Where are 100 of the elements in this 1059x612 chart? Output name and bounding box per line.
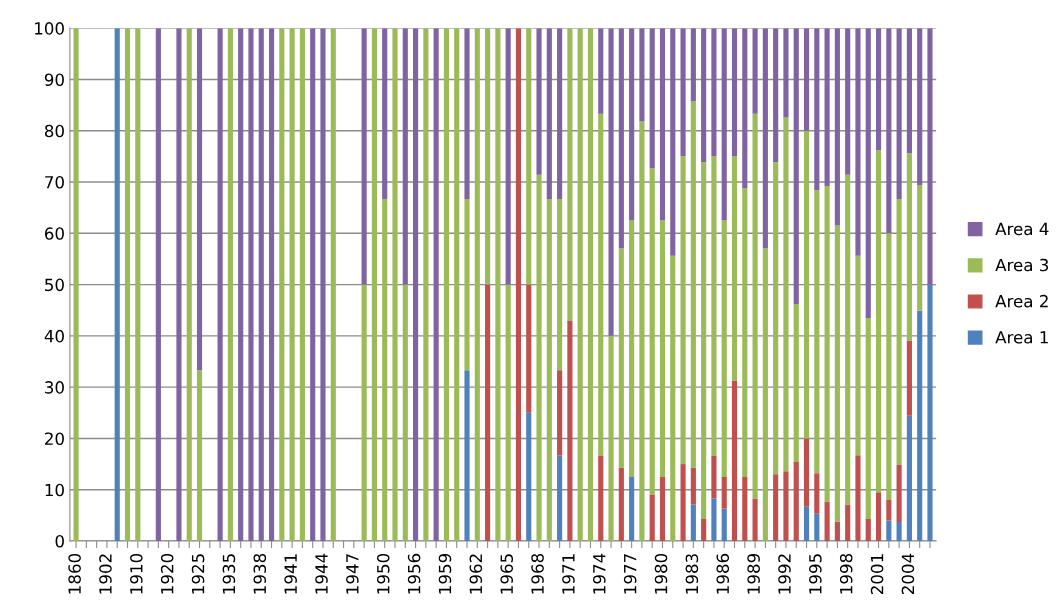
bar	[721, 220, 727, 477]
bar	[803, 28, 810, 131]
bar	[731, 28, 738, 157]
x-tick-label: 1959	[438, 553, 452, 594]
bar	[803, 130, 810, 439]
x-tick-label: 2001	[870, 554, 884, 595]
bar	[73, 28, 79, 542]
bar	[875, 492, 882, 542]
bar	[793, 304, 799, 463]
bar	[845, 174, 851, 505]
bar	[577, 28, 583, 542]
bar	[186, 28, 192, 542]
bar	[485, 284, 491, 542]
bar	[762, 248, 768, 542]
bar	[896, 522, 902, 542]
bar	[731, 380, 738, 542]
bar	[886, 28, 892, 234]
bar	[659, 220, 666, 477]
bar	[557, 455, 563, 542]
bar	[875, 28, 882, 151]
bar	[536, 174, 542, 542]
y-tick-label: 50	[45, 278, 64, 292]
x-tick-label: 1935	[222, 554, 236, 594]
bar	[824, 501, 830, 542]
bar	[701, 28, 707, 163]
x-tick-label: 1941	[284, 554, 297, 594]
bar	[402, 28, 408, 285]
bar	[659, 28, 666, 221]
bar	[135, 28, 141, 542]
bar	[454, 28, 460, 542]
bar	[906, 415, 912, 542]
bar	[690, 28, 696, 102]
bar	[649, 28, 655, 169]
bar	[721, 28, 727, 221]
y-tick-label: 40	[44, 329, 64, 343]
bar	[639, 121, 645, 542]
bar	[268, 28, 275, 542]
bar	[330, 28, 336, 542]
x-tick-label: 1902	[99, 554, 112, 594]
x-tick-label: 1962	[469, 554, 483, 594]
y-tick-label: 100	[35, 22, 64, 35]
bar	[618, 248, 624, 468]
legend-label: Area 1	[995, 331, 1048, 344]
bar	[413, 28, 419, 542]
bar	[618, 28, 624, 249]
bar	[567, 320, 573, 542]
bar	[659, 476, 666, 542]
bar	[886, 520, 892, 542]
bar	[721, 476, 727, 509]
bar	[320, 28, 326, 542]
bar	[680, 464, 686, 542]
bar	[721, 508, 727, 542]
bar	[649, 168, 655, 495]
bar	[515, 28, 522, 542]
bar	[598, 455, 604, 542]
bar	[680, 156, 686, 465]
bar	[814, 190, 820, 474]
bar	[927, 284, 933, 542]
bar	[526, 284, 532, 413]
bar	[814, 513, 820, 542]
x-tick-label: 1947	[346, 554, 359, 594]
bar	[279, 28, 285, 542]
bar	[783, 117, 789, 472]
bar	[906, 153, 912, 341]
bar	[865, 28, 871, 318]
bar	[392, 28, 398, 542]
bar	[731, 156, 738, 381]
bar	[865, 518, 871, 542]
x-tick-label: 1968	[531, 553, 544, 594]
x-tick-label: 1956	[407, 553, 421, 594]
bar	[773, 162, 779, 475]
bar	[793, 462, 799, 542]
y-tick-label: 20	[45, 432, 64, 446]
x-tick-label: 1920	[160, 553, 174, 594]
bar	[238, 28, 244, 542]
bar	[629, 28, 635, 221]
y-tick-label: 80	[44, 124, 64, 138]
bar	[865, 317, 871, 519]
x-tick-label: 1950	[376, 553, 390, 594]
bar	[464, 198, 470, 371]
bar	[896, 28, 902, 199]
x-tick-label: 1995	[809, 554, 822, 594]
bar	[248, 28, 254, 542]
y-tick-label: 0	[55, 534, 64, 548]
bar	[382, 28, 388, 199]
bar	[608, 28, 614, 336]
bar	[906, 28, 912, 154]
bar	[649, 494, 655, 542]
bar	[114, 28, 120, 542]
bar	[711, 156, 717, 456]
bar	[690, 467, 696, 505]
bar	[773, 28, 779, 163]
bar	[557, 198, 563, 371]
bar	[783, 28, 789, 118]
bar	[896, 465, 902, 523]
bar	[834, 521, 840, 542]
y-tick-label: 60	[44, 227, 64, 240]
bar	[505, 284, 511, 542]
bar	[423, 28, 429, 542]
bar	[845, 28, 851, 175]
